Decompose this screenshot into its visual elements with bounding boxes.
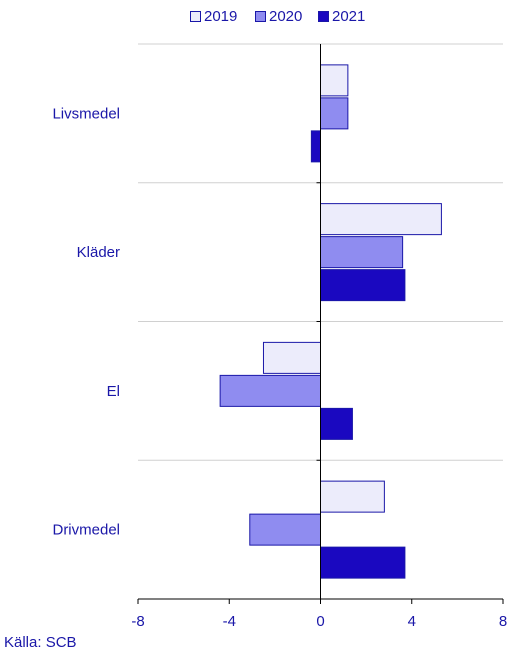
bar-livsmedel-2020 — [320, 97, 349, 130]
x-tick-label: -8 — [131, 613, 144, 630]
legend-item-2020: 2020 — [255, 8, 302, 25]
legend-label-2021: 2021 — [332, 8, 366, 25]
legend: 2019 2020 2021 — [0, 8, 529, 28]
bar-livsmedel-2021 — [310, 130, 321, 163]
bar-kläder-2021 — [320, 269, 406, 302]
x-tick-label: 0 — [316, 613, 324, 630]
bar-kläder-2020 — [320, 236, 404, 269]
x-tick-label: -4 — [223, 613, 236, 630]
legend-label-2020: 2020 — [269, 8, 303, 25]
x-tick-label: 8 — [499, 613, 507, 630]
legend-swatch-2019 — [190, 11, 201, 22]
legend-item-2021: 2021 — [318, 8, 365, 25]
source-note: Källa: SCB — [4, 634, 77, 651]
category-label: Kläder — [77, 244, 120, 261]
bar-livsmedel-2019 — [320, 64, 349, 97]
bar-drivmedel-2019 — [320, 480, 385, 513]
legend-label-2019: 2019 — [204, 8, 238, 25]
category-label: Livsmedel — [52, 105, 120, 122]
bar-drivmedel-2020 — [249, 513, 321, 546]
category-label: Drivmedel — [52, 522, 120, 539]
legend-item-2019: 2019 — [190, 8, 237, 25]
category-label: El — [107, 383, 120, 400]
bar-drivmedel-2021 — [320, 546, 406, 579]
bar-kläder-2019 — [320, 203, 442, 236]
bar-el-2021 — [320, 407, 353, 440]
x-tick-label: 4 — [408, 613, 416, 630]
legend-swatch-2020 — [255, 11, 266, 22]
legend-swatch-2021 — [318, 11, 329, 22]
bar-el-2020 — [219, 374, 321, 407]
bar-el-2019 — [262, 341, 321, 374]
